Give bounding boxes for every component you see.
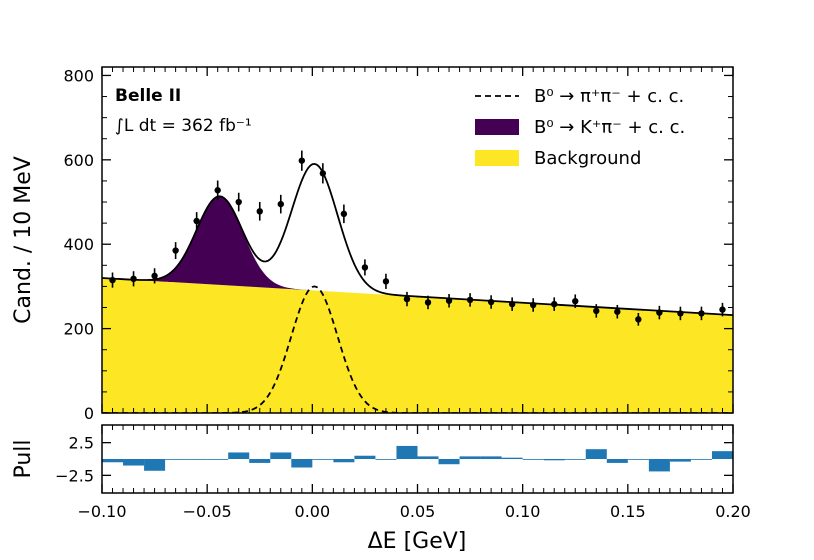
x-tick-label: −0.05 [183,502,232,521]
pull-bar [501,457,523,459]
pull-bar [144,459,166,471]
data-point [382,278,390,285]
x-tick-label: 0.00 [295,502,331,521]
x-tick-label: 0.05 [400,502,436,521]
pull-bar [249,459,271,463]
data-points [109,150,726,326]
x-tick-label: −0.10 [77,502,126,521]
legend-kpi-swatch [475,119,519,135]
pull-bars [102,445,733,472]
total-fit-line [102,162,733,317]
pull-bar [396,445,418,459]
pull-bar [438,459,460,465]
data-point [487,298,495,306]
background-area [102,277,733,413]
legend-pipi-label: B⁰ → π⁺π⁻ + c. c. [534,86,684,107]
pull-bar [123,459,145,466]
data-point [214,187,221,194]
legend-background-swatch [475,150,519,166]
pull-bar [543,459,565,461]
y-tick-label: 600 [63,151,94,170]
legend: B⁰ → π⁺π⁻ + c. c. B⁰ → K⁺π⁻ + c. c. Back… [475,86,685,169]
legend-background-label: Background [534,148,641,169]
pull-bar [459,456,481,459]
y-tick-label: 800 [63,66,94,85]
legend-kpi-label: B⁰ → K⁺π⁻ + c. c. [534,117,685,138]
x-axis-label: ΔE [GeV] [368,529,467,554]
data-point [109,276,116,284]
y-axis-label: Cand. / 10 MeV [11,156,36,324]
pull-bar [417,456,439,459]
data-point [445,297,453,304]
data-point [572,297,579,305]
data-point [698,310,705,317]
pull-bar [648,459,670,472]
data-point [529,301,537,309]
data-point [719,306,726,313]
data-point [319,170,327,177]
data-point [677,310,684,317]
data-point [193,217,200,225]
data-point [593,307,600,315]
luminosity-label: ∫L dt = 362 fb⁻¹ [115,116,252,136]
pull-bar [291,459,313,468]
pull-bar [333,459,355,463]
data-point [403,295,411,303]
pull-bar [690,459,712,460]
data-point [508,300,516,308]
pull-bar [564,459,586,460]
pull-bar [375,459,397,460]
pull-bar [186,459,208,460]
pull-bar [711,451,733,459]
data-point [298,157,306,164]
pull-bar [627,459,649,460]
experiment-label: Belle II [115,86,181,106]
data-point [614,308,621,315]
data-point [151,272,158,280]
pull-bar [165,459,187,460]
x-tick-label: 0.15 [610,502,646,521]
data-point [424,299,432,306]
data-point [172,247,179,254]
y-tick-label: 400 [63,235,94,254]
pull-bar [669,459,691,462]
pull-bar [102,459,124,463]
data-point [635,316,642,323]
data-point [235,198,242,206]
pull-bar [522,459,544,460]
data-point [361,264,369,271]
pull-bar [480,456,502,459]
data-point [277,200,284,208]
pull-bar [354,455,376,459]
data-point [340,210,348,218]
data-point [130,275,137,283]
pull-bar [606,459,628,463]
pull-y-axis-label: Pull [11,439,36,478]
data-point [256,208,263,215]
pull-bar [312,459,334,460]
data-point [466,296,474,304]
pull-bar [228,452,250,459]
y-tick-label: 200 [63,320,94,339]
y-tick-label: 0 [84,404,94,423]
pull-bar [207,459,229,460]
x-tick-label: 0.10 [505,502,541,521]
x-tick-label: 0.20 [715,502,751,521]
data-point [656,309,663,316]
pull-bar [270,452,292,459]
pull-axis-ticks: 2.5 −2.5 −0.10 −0.05 0.00 0.05 0.10 0.15 0.20 [55,425,751,521]
pull-tick-label: −2.5 [55,466,94,485]
pull-tick-label: 2.5 [69,434,94,453]
data-point [551,300,558,308]
kpi-component-area [102,196,733,316]
main-axis-ticks: 0 200 400 600 800 [63,66,734,423]
pull-bar [585,449,607,459]
